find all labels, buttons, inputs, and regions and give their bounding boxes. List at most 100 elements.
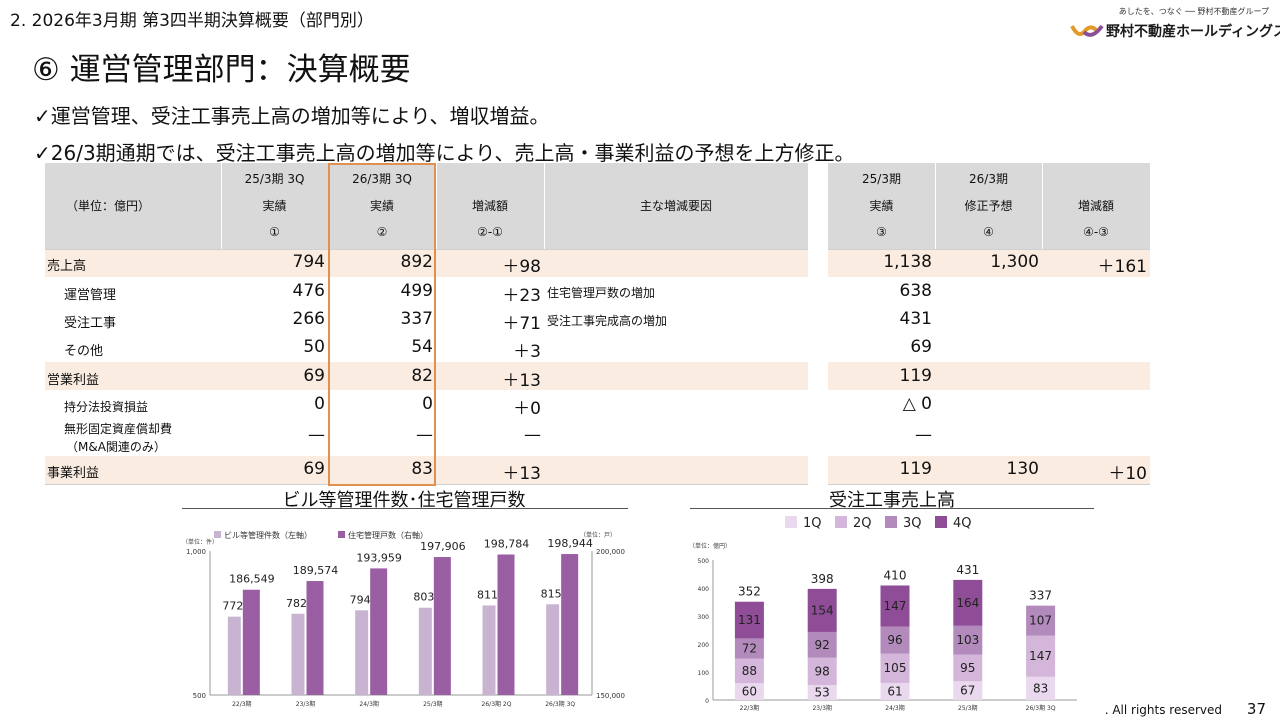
bullet-point: ✓26/3期通期では、受注工事売上高の増加等により、売上高・事業利益の予想を上方… bbox=[34, 141, 855, 165]
data-label: 72 bbox=[742, 641, 757, 655]
logo-tagline: あしたを、つなぐ ── 野村不動産グループ bbox=[1118, 7, 1269, 16]
value-cell: 83 bbox=[411, 459, 433, 479]
data-label: 147 bbox=[1029, 649, 1052, 663]
legend-swatch bbox=[214, 531, 221, 538]
data-label: 105 bbox=[884, 661, 907, 675]
diff-cell: ＋71 bbox=[502, 314, 541, 334]
stacked-bar-segment bbox=[734, 638, 764, 659]
bar-housing-units bbox=[242, 589, 260, 695]
legend-swatch bbox=[785, 516, 797, 528]
chart-title-construction: 受注工事売上高 bbox=[829, 490, 955, 511]
stacked-bar-segment bbox=[807, 685, 837, 700]
value-cell: — bbox=[308, 425, 325, 445]
data-label: 198,944 bbox=[547, 537, 593, 550]
value-cell: 892 bbox=[400, 252, 433, 272]
data-label: 794 bbox=[350, 593, 371, 606]
row-label: 無形固定資産償却費 bbox=[64, 422, 173, 436]
row-label: 営業利益 bbox=[47, 373, 100, 388]
data-label: 782 bbox=[286, 597, 307, 610]
reason-cell: 住宅管理戸数の増加 bbox=[547, 286, 656, 300]
row-label: 事業利益 bbox=[47, 466, 100, 481]
tick-label-x: 26/3期 3Q bbox=[545, 700, 575, 708]
page-number: 37 bbox=[1246, 700, 1266, 718]
row-label: 持分法投資損益 bbox=[64, 400, 149, 414]
col-mark: ②-① bbox=[477, 225, 503, 239]
diff-cell: ＋10 bbox=[1108, 464, 1147, 484]
value-cell: 119 bbox=[899, 366, 932, 386]
value-cell: 638 bbox=[899, 281, 932, 301]
reason-cell: 受注工事完成高の増加 bbox=[547, 314, 668, 328]
value-cell: 1,300 bbox=[990, 252, 1039, 272]
data-label: 197,906 bbox=[420, 540, 466, 553]
total-label: 410 bbox=[884, 568, 907, 582]
stacked-bar-segment bbox=[807, 631, 837, 658]
data-label: 61 bbox=[887, 684, 902, 698]
value-cell: 82 bbox=[411, 366, 433, 386]
diff-cell: ＋0 bbox=[513, 399, 541, 419]
tick-label-x: 24/3期 bbox=[359, 700, 378, 708]
tick-label-y: 0 bbox=[705, 698, 709, 705]
legend-swatch bbox=[338, 531, 345, 538]
col-mark: ④ bbox=[983, 225, 994, 239]
tick-label-x: 26/3期 2Q bbox=[482, 700, 512, 708]
value-cell: 266 bbox=[292, 309, 325, 329]
legend-label: 住宅管理戸数（右軸） bbox=[348, 530, 428, 540]
value-cell: 0 bbox=[314, 394, 325, 414]
tick-label-left: 1,000 bbox=[186, 548, 206, 556]
logo-name: 野村不動産ホールディングス bbox=[1106, 24, 1280, 40]
stacked-bar-segment bbox=[807, 657, 837, 686]
tick-label-y: 300 bbox=[698, 614, 710, 621]
data-label: 83 bbox=[1033, 681, 1048, 695]
legend-label: 4Q bbox=[953, 516, 972, 531]
data-label: 189,574 bbox=[293, 564, 339, 577]
data-label: 815 bbox=[541, 587, 562, 600]
value-cell: 69 bbox=[303, 459, 325, 479]
stacked-bar-segment bbox=[953, 579, 983, 626]
col-period: 25/3期 bbox=[862, 172, 901, 186]
value-cell: 54 bbox=[411, 337, 433, 357]
col-mark: ④-③ bbox=[1083, 225, 1109, 239]
management-count-chart: ビル等管理件数（左軸） 住宅管理戸数（右軸） （単位：件） （単位：戸） 1,000 50… bbox=[182, 530, 625, 708]
data-label: 193,959 bbox=[356, 551, 402, 564]
bar-housing-units bbox=[433, 557, 451, 695]
total-label: 352 bbox=[738, 585, 761, 599]
tick-label-left: 500 bbox=[193, 692, 206, 700]
value-cell: — bbox=[416, 425, 433, 445]
data-label: 147 bbox=[884, 599, 907, 613]
legend-swatch bbox=[885, 516, 897, 528]
stacked-bar-segment bbox=[1026, 605, 1056, 636]
data-label: 198,784 bbox=[484, 538, 530, 551]
stacked-bar-segment bbox=[880, 585, 910, 627]
col-period: 26/3期 bbox=[969, 172, 1008, 186]
axis-unit-right: （単位：戸） bbox=[580, 531, 616, 539]
row-label-sub: （M&A関連のみ） bbox=[66, 440, 166, 454]
col-kind: 実績 bbox=[869, 199, 894, 213]
col-kind: 実績 bbox=[262, 199, 287, 213]
tick-label-y: 100 bbox=[698, 670, 710, 677]
diff-cell: — bbox=[524, 425, 541, 445]
legend-label: ビル等管理件数（左軸） bbox=[224, 530, 312, 540]
data-label: 95 bbox=[960, 661, 975, 675]
total-label: 431 bbox=[956, 563, 979, 577]
data-label: 98 bbox=[815, 664, 830, 678]
stacked-bar-segment bbox=[953, 654, 983, 682]
diff-cell: ＋161 bbox=[1097, 257, 1147, 277]
value-cell: 337 bbox=[400, 309, 433, 329]
chart-title-management: ビル等管理件数･住宅管理戸数 bbox=[282, 490, 526, 511]
data-label: 803 bbox=[413, 591, 434, 604]
bar-housing-units bbox=[370, 568, 388, 695]
data-label: 53 bbox=[815, 686, 830, 700]
col-kind: 修正予想 bbox=[964, 199, 1013, 213]
value-cell: 0 bbox=[422, 394, 433, 414]
data-label: 67 bbox=[960, 684, 975, 698]
total-label: 337 bbox=[1029, 589, 1052, 603]
data-label: 164 bbox=[956, 596, 979, 610]
value-cell: 499 bbox=[400, 281, 433, 301]
tick-label-x: 25/3期 bbox=[958, 704, 977, 712]
col-period: 26/3期 3Q bbox=[352, 172, 412, 186]
total-label: 398 bbox=[811, 572, 834, 586]
col-period: 25/3期 3Q bbox=[244, 172, 305, 186]
legend-label: 3Q bbox=[903, 516, 922, 531]
col-mark: ③ bbox=[876, 225, 887, 239]
bar-housing-units bbox=[561, 554, 579, 695]
